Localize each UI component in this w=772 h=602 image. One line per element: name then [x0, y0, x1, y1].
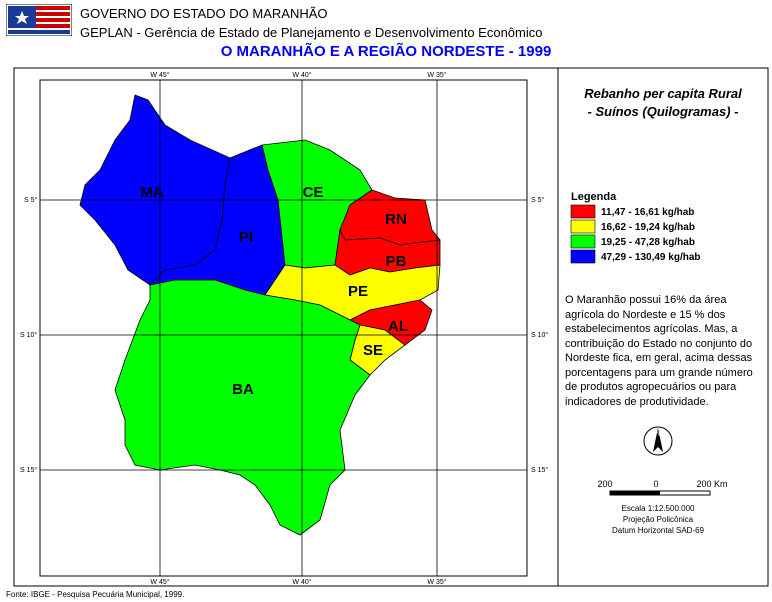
graticule-label: S 5°	[24, 196, 38, 204]
graticule-label: S 10°	[531, 331, 548, 339]
scale-label: 0	[653, 479, 658, 489]
logo-band	[8, 30, 70, 34]
north-arrow	[653, 428, 663, 452]
scale-info: Projeção Policônica	[623, 515, 694, 524]
logo-star	[15, 11, 29, 24]
state-label: BA	[232, 381, 254, 398]
logo	[6, 4, 72, 36]
graticule	[40, 80, 527, 576]
state-label: PB	[386, 253, 407, 270]
legend-label: 47,29 - 130,49 kg/hab	[601, 252, 701, 263]
logo-stripe	[8, 6, 70, 10]
legend-title: Legenda	[571, 191, 617, 203]
panel-title: Rebanho per capita Rural	[584, 86, 742, 101]
state-label: AL	[388, 318, 408, 335]
state-label: MA	[140, 184, 163, 201]
map-title: O MARANHÃO E A REGIÃO NORDESTE - 1999	[220, 43, 552, 60]
legend-swatches	[570, 204, 596, 264]
legend-label: 16,62 - 19,24 kg/hab	[601, 222, 695, 233]
graticule-label: S 15°	[20, 466, 37, 474]
state-label: PI	[239, 229, 253, 246]
state-label: CE	[303, 184, 324, 201]
panel-subtitle: - Suínos (Quilogramas) -	[587, 104, 739, 119]
graticule-label: S 5°	[531, 196, 545, 204]
north-label: N	[655, 429, 661, 438]
legend-swatch	[570, 249, 596, 264]
scale-label: 200	[597, 479, 612, 489]
state-shape	[114, 279, 371, 536]
graticule-label: W 40°	[292, 71, 311, 79]
state-label: RN	[385, 211, 407, 228]
states	[79, 94, 441, 536]
graticule-label: W 45°	[150, 578, 169, 586]
scale-info: Datum Horizontal SAD-69	[612, 526, 705, 535]
legend-swatch	[570, 204, 596, 219]
graticule-frame	[39, 79, 528, 577]
scale-label: 200 Km	[696, 479, 727, 489]
state-label: SE	[363, 342, 383, 359]
legend-label: 19,25 - 47,28 kg/hab	[601, 237, 695, 248]
graticule-label: W 35°	[427, 578, 446, 586]
state-label: PE	[348, 283, 368, 300]
graticule-label: S 10°	[20, 331, 37, 339]
scale-bar-fill	[610, 491, 660, 495]
logo-stripe	[8, 18, 70, 22]
graticule-label: W 35°	[427, 71, 446, 79]
panel-frame	[557, 67, 769, 587]
footer-source: Fonte: IBGE - Pesquisa Pecuária Municipa…	[6, 590, 184, 599]
graticule-label: W 45°	[150, 71, 169, 79]
logo-stripe	[8, 12, 70, 16]
header-line2: GEPLAN - Gerência de Estado de Planejame…	[80, 25, 543, 40]
logo-stripe	[8, 24, 70, 28]
graticule-label: W 40°	[292, 578, 311, 586]
panel-text: O Maranhão possui 16% da área agrícola d…	[565, 294, 753, 408]
graticule-label: S 15°	[531, 466, 548, 474]
scale-info: Escala 1:12.500.000	[622, 504, 695, 513]
legend-swatch	[570, 219, 596, 234]
header-line1: GOVERNO DO ESTADO DO MARANHÃO	[80, 6, 328, 21]
legend-label: 11,47 - 16,61 kg/hab	[601, 207, 694, 218]
legend-swatch	[570, 234, 596, 249]
